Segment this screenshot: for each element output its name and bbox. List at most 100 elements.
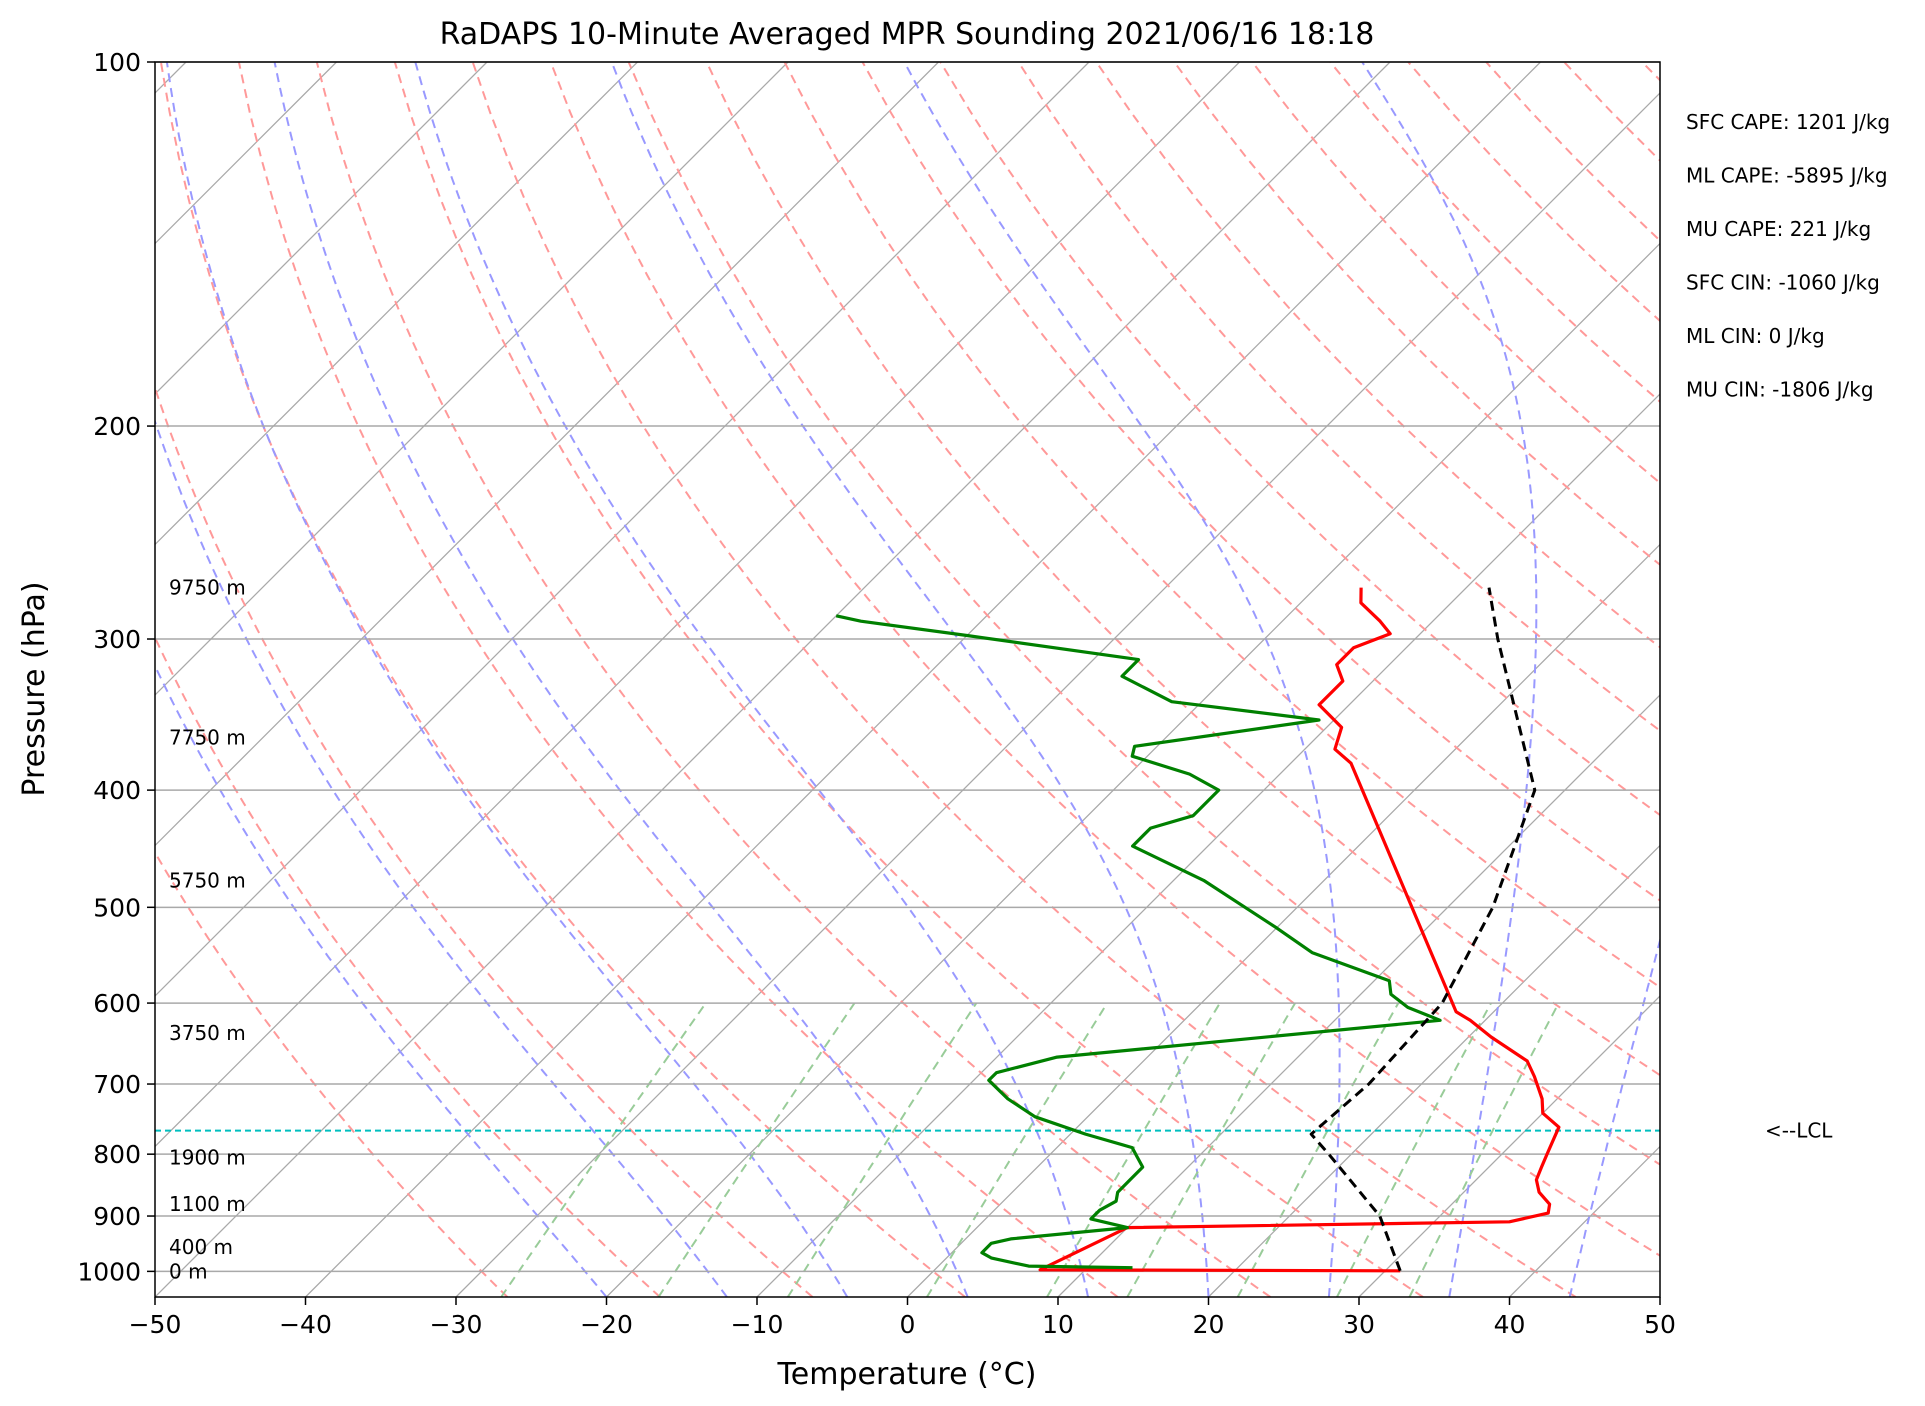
chart-title: RaDAPS 10-Minute Averaged MPR Sounding 2… xyxy=(440,17,1375,52)
dry-adiabat-line xyxy=(1095,62,1660,649)
plot-frame xyxy=(154,61,1661,1298)
moist-adiabat-line xyxy=(155,663,608,1297)
moist-adiabat-line xyxy=(1361,62,1538,1297)
dry-adiabat-line xyxy=(1563,62,1660,162)
dry-adiabat-line xyxy=(1407,62,1660,323)
dry-adiabat-line xyxy=(237,62,1119,1297)
height-label: 0 m xyxy=(169,1259,208,1283)
dry-adiabat-line xyxy=(471,62,1577,1297)
mixing-ratio-line xyxy=(1408,1002,1560,1297)
isotherm-line xyxy=(606,242,1660,1297)
moist-adiabat-line xyxy=(165,62,849,1297)
y-tick-label: 100 xyxy=(93,48,141,77)
height-label: 5750 m xyxy=(169,868,246,892)
isotherm-line xyxy=(155,62,1240,1148)
height-label: 7750 m xyxy=(169,726,246,750)
background-lines xyxy=(155,62,1925,1297)
dry-adiabat-line xyxy=(159,62,966,1297)
dewpoint-line xyxy=(835,614,1442,1270)
dry-adiabat-line xyxy=(315,62,1271,1297)
mixing-ratio-line xyxy=(1236,1002,1400,1297)
dry-adiabat-line xyxy=(1251,62,1660,485)
isotherm-line xyxy=(1509,1145,1660,1297)
mixing-ratio-line xyxy=(926,1002,1109,1297)
isotherm-line xyxy=(155,62,1090,997)
x-tick-label: −50 xyxy=(129,1310,182,1339)
isotherm-line xyxy=(155,62,638,546)
isotherm-line xyxy=(1358,995,1660,1297)
dry-adiabat-line xyxy=(549,62,1660,1257)
isotherm-line xyxy=(305,62,1541,1297)
moist-adiabat-line xyxy=(903,62,1341,1297)
height-label: 1900 m xyxy=(169,1145,246,1169)
y-tick-label: 300 xyxy=(93,625,141,654)
dry-adiabat-line xyxy=(155,850,509,1297)
y-tick-label: 1000 xyxy=(77,1257,141,1286)
height-label: 3750 m xyxy=(169,1021,246,1045)
x-axis-ticks: −50 −40 −30 −20 −10 0 10 20 30 40 50 xyxy=(129,1297,1676,1339)
mixing-ratio-line xyxy=(657,1002,856,1297)
x-tick-label: 40 xyxy=(1494,1310,1526,1339)
x-tick-label: −10 xyxy=(731,1310,784,1339)
dry-adiabat-line xyxy=(1720,62,1925,1297)
lcl-label: <--LCL xyxy=(1765,1119,1833,1143)
mixing-ratio-line xyxy=(500,1002,707,1297)
isotherm-line xyxy=(155,62,939,847)
lcl-marker: <--LCL xyxy=(155,1119,1833,1143)
parcel-line xyxy=(1309,587,1537,1272)
isotherm-line xyxy=(155,62,488,395)
isotherm-line xyxy=(1208,844,1660,1297)
stability-parameter: MU CIN: -1806 J/kg xyxy=(1686,378,1874,402)
dry-adiabat-line xyxy=(627,62,1660,1166)
dry-adiabat-line xyxy=(393,62,1424,1297)
dry-adiabat-line xyxy=(1485,62,1660,242)
x-tick-label: 0 xyxy=(900,1310,916,1339)
y-tick-label: 500 xyxy=(93,893,141,922)
stability-parameter: ML CAPE: -5895 J/kg xyxy=(1686,164,1888,188)
y-tick-label: 200 xyxy=(93,412,141,441)
mixing-ratio-line xyxy=(786,1002,978,1297)
stability-parameter: SFC CAPE: 1201 J/kg xyxy=(1686,110,1890,134)
isotherm-line xyxy=(155,62,1391,1297)
moist-adiabat-line xyxy=(273,62,969,1297)
x-tick-label: −20 xyxy=(580,1310,633,1339)
dry-adiabat-line xyxy=(1173,62,1660,567)
isotherm-line xyxy=(455,92,1660,1297)
stability-parameter: SFC CIN: -1060 J/kg xyxy=(1686,271,1880,295)
dry-adiabat-line xyxy=(155,384,814,1297)
y-tick-label: 700 xyxy=(93,1070,141,1099)
stability-parameters: SFC CAPE: 1201 J/kg ML CAPE: -5895 J/kg MU… xyxy=(1686,110,1890,402)
x-tick-label: 10 xyxy=(1042,1310,1074,1339)
dry-adiabat-line xyxy=(705,62,1660,1077)
x-tick-label: 50 xyxy=(1644,1310,1676,1339)
dry-adiabat-line xyxy=(1641,62,1660,82)
stability-parameter: ML CIN: 0 J/kg xyxy=(1686,324,1825,348)
height-label: 400 m xyxy=(169,1235,233,1259)
height-label: 1100 m xyxy=(169,1192,246,1216)
y-tick-label: 600 xyxy=(93,989,141,1018)
y-tick-label: 400 xyxy=(93,776,141,805)
isotherm-line xyxy=(155,62,789,696)
y-tick-label: 800 xyxy=(93,1140,141,1169)
dry-adiabat-line xyxy=(861,62,1660,902)
y-tick-label: 900 xyxy=(93,1202,141,1231)
moist-adiabat-line xyxy=(155,418,728,1297)
isotherm-line xyxy=(1057,694,1660,1297)
dry-adiabat-line xyxy=(1329,62,1660,403)
x-tick-label: −40 xyxy=(279,1310,332,1339)
height-label: 9750 m xyxy=(169,576,246,600)
moist-adiabat-line xyxy=(1568,936,1660,1297)
y-axis-label: Pressure (hPa) xyxy=(17,581,52,796)
mixing-ratio-line xyxy=(1336,1002,1492,1297)
x-tick-label: −30 xyxy=(430,1310,483,1339)
isotherm-line xyxy=(907,543,1660,1297)
x-tick-label: 30 xyxy=(1343,1310,1375,1339)
dry-adiabat-line xyxy=(155,635,661,1297)
temperature-line xyxy=(1038,587,1561,1273)
sounding-series xyxy=(835,587,1561,1273)
isotherm-line xyxy=(1659,1296,1660,1297)
stability-parameter: MU CAPE: 221 J/kg xyxy=(1686,217,1871,241)
moist-adiabat-line xyxy=(610,62,1210,1297)
